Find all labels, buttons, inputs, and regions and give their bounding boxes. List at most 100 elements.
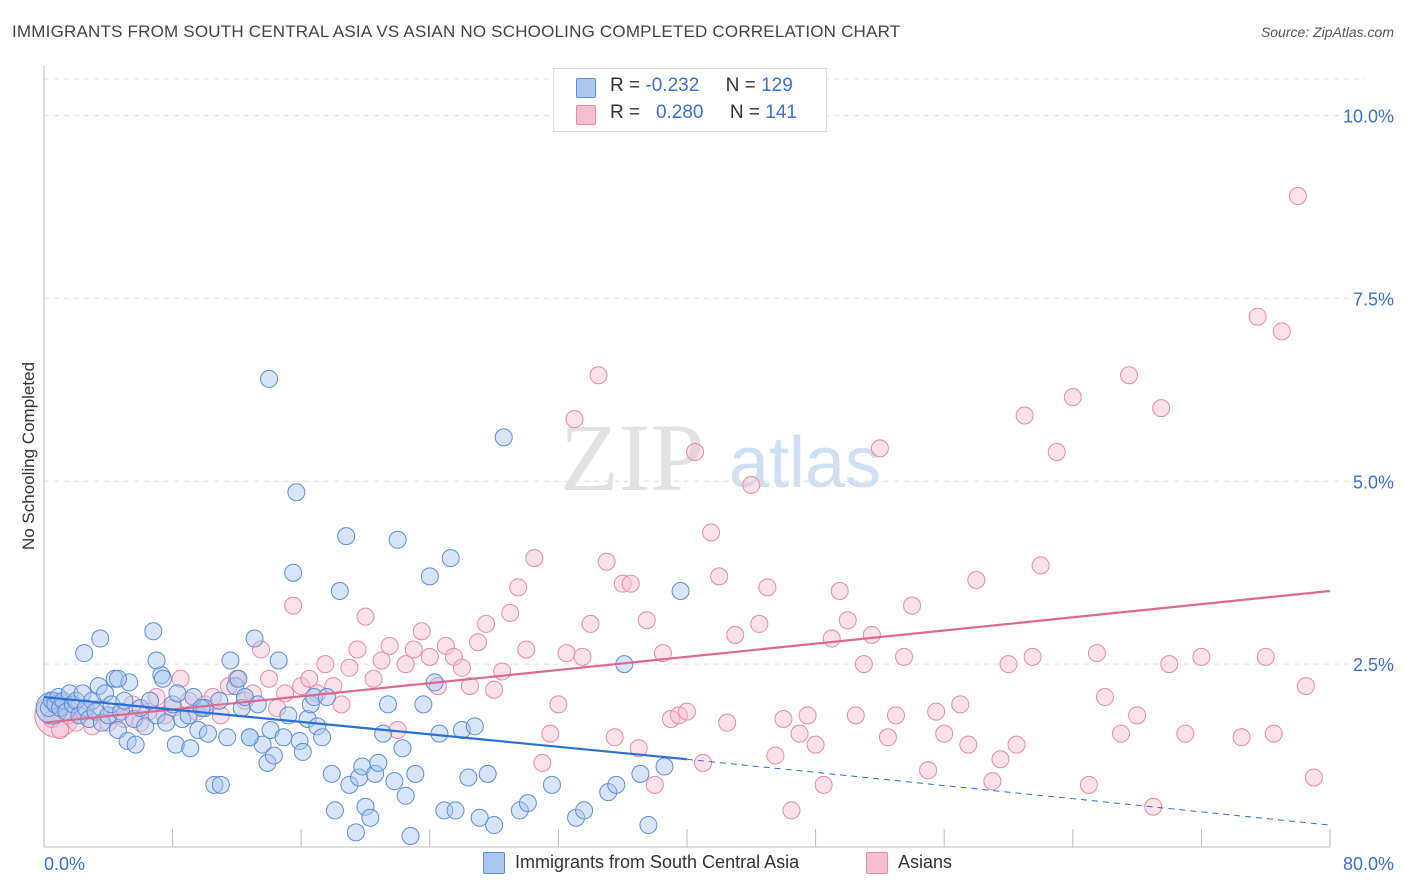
data-point: [260, 669, 279, 688]
data-point: [91, 629, 110, 648]
data-point: [870, 439, 889, 458]
x-tick-label: 80.0%: [1343, 854, 1394, 874]
data-point: [1047, 443, 1066, 462]
data-point: [460, 677, 479, 696]
data-point: [221, 651, 240, 670]
n-label: N =: [729, 102, 761, 123]
data-point: [396, 786, 415, 805]
data-point: [76, 699, 95, 718]
data-point: [120, 673, 139, 692]
data-point: [621, 574, 640, 593]
grid-lines: [44, 78, 1365, 665]
data-point: [89, 677, 108, 696]
legend-text-pink: R = 0.280 N = 141: [610, 102, 797, 124]
data-point: [1063, 388, 1082, 407]
data-point: [573, 647, 592, 666]
data-point: [108, 669, 127, 688]
data-point: [846, 706, 865, 725]
data-point: [414, 695, 433, 714]
data-point: [525, 549, 544, 568]
data-point: [210, 691, 229, 710]
data-point: [1160, 655, 1179, 674]
data-point: [406, 764, 425, 783]
data-point: [441, 549, 460, 568]
data-point: [838, 611, 857, 630]
watermark-zip: ZIP: [560, 404, 704, 511]
data-point: [631, 764, 650, 783]
data-point: [557, 644, 576, 663]
data-point: [388, 530, 407, 549]
data-point: [774, 710, 793, 728]
data-point: [645, 775, 664, 794]
data-point: [380, 636, 399, 655]
data-point: [726, 625, 745, 644]
data-point: [1031, 556, 1050, 575]
data-point: [337, 527, 356, 546]
data-point: [1120, 366, 1139, 385]
data-point: [637, 611, 656, 630]
data-point: [967, 571, 986, 590]
data-point: [862, 625, 881, 644]
legend-label: Immigrants from South Central Asia: [515, 852, 800, 872]
data-point: [452, 658, 471, 677]
data-point: [1256, 647, 1275, 666]
data-point: [305, 688, 324, 707]
data-point: [284, 563, 303, 582]
trend-line-immigrants: [43, 695, 688, 761]
data-point: [115, 691, 134, 710]
data-point: [742, 475, 761, 494]
data-point: [171, 669, 190, 688]
trend-line-immigrants-extension: [686, 758, 1331, 826]
data-point: [814, 775, 833, 794]
data-point: [274, 728, 293, 747]
data-point: [240, 728, 259, 747]
data-point: [581, 614, 600, 633]
data-point: [655, 757, 674, 776]
data-point: [364, 669, 383, 688]
data-point: [248, 695, 267, 714]
data-point: [1264, 724, 1283, 743]
data-point: [830, 582, 849, 600]
data-point: [393, 739, 412, 758]
data-point: [189, 720, 208, 739]
data-point: [758, 578, 777, 597]
data-point: [589, 366, 608, 385]
data-point: [597, 552, 616, 571]
data-point: [361, 808, 380, 827]
data-point: [903, 596, 922, 615]
data-point: [252, 640, 271, 659]
data-point: [205, 775, 224, 794]
data-point: [501, 603, 520, 622]
data-point: [470, 808, 489, 827]
data-point: [533, 753, 552, 772]
data-point: [317, 688, 336, 707]
data-point: [895, 647, 914, 666]
data-point: [575, 801, 594, 820]
watermark: ZIP atlas: [560, 404, 881, 511]
data-point: [385, 772, 404, 791]
data-point: [1007, 735, 1026, 754]
y-tick-label: 5.0%: [1353, 472, 1394, 492]
data-point: [798, 706, 817, 725]
data-point: [126, 735, 145, 754]
data-point: [485, 680, 504, 699]
data-point: [919, 761, 938, 780]
data-point: [718, 713, 737, 732]
data-point: [1296, 677, 1315, 696]
watermark-atlas: atlas: [729, 423, 881, 503]
data-point: [686, 443, 705, 462]
data-point: [157, 713, 176, 732]
data-point: [782, 801, 801, 820]
data-point: [369, 753, 388, 772]
data-point: [1176, 724, 1195, 743]
data-point: [374, 724, 393, 743]
data-point: [459, 768, 478, 787]
data-point: [1079, 775, 1098, 794]
data-point: [290, 731, 309, 750]
legend-swatch-pink: [576, 105, 596, 125]
r-value: 0.280: [655, 102, 704, 123]
data-point: [420, 567, 439, 586]
data-point: [340, 658, 359, 677]
data-point: [1304, 768, 1323, 787]
data-point: [1152, 399, 1171, 418]
